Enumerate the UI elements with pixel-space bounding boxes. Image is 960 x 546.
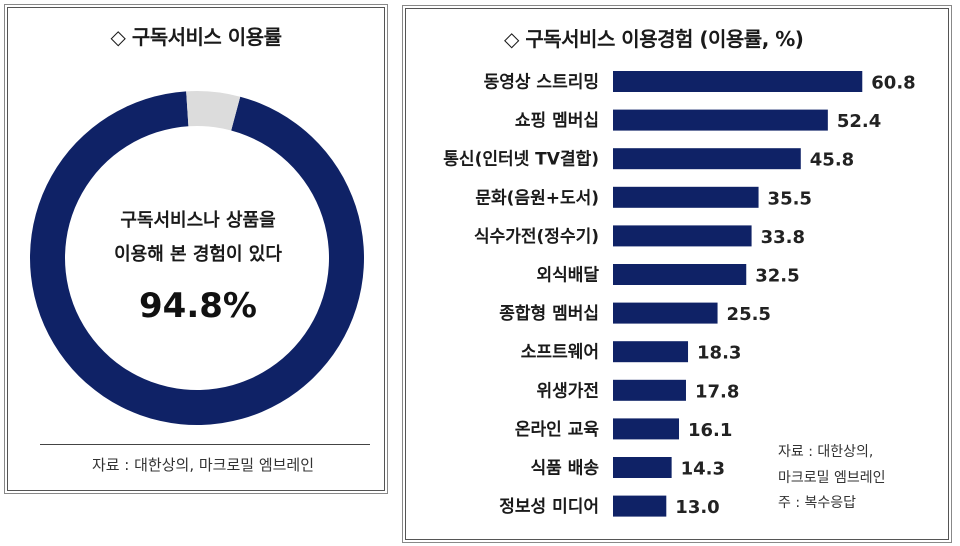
panel-title: ◇ 구독서비스 이용경험 (이용률, %) [504,27,804,51]
divider [40,444,370,445]
value-label: 33.8 [761,227,805,248]
category-label: 정보성 미디어 [499,497,599,517]
source-note: 자료 : 대한상의, 마크로밀 엠브레인 [91,456,315,474]
donut-chart [29,90,364,425]
bar [613,495,667,517]
category-label: 외식배달 [536,265,599,286]
bar [613,225,752,247]
value-label: 18.3 [697,343,741,364]
bar [613,302,718,324]
category-label: 위생가전 [536,381,599,401]
category-label: 식수가전(정수기) [474,227,599,247]
category-label: 문화(음원+도서) [475,188,599,208]
panel-title: ◇ 구독서비스 이용률 [110,25,282,49]
donut-center-value: 94.8% [139,286,257,326]
value-label: 16.1 [688,420,732,441]
bar [613,148,801,170]
bar [613,341,689,363]
category-label: 식품 배송 [531,459,600,479]
value-label: 32.5 [755,266,799,287]
donut-slice-remaining [186,90,241,131]
category-label: 통신(인터넷 TV결합) [443,149,599,170]
subscription-experience-panel: ◇ 구독서비스 이용경험 (이용률, %) 동영상 스트리밍 60.8 쇼핑 멤버십… [402,5,952,543]
value-label: 35.5 [768,188,812,209]
source-note-line1: 자료 : 대한상의, [778,444,874,460]
category-label: 소프트웨어 [521,343,599,363]
value-label: 14.3 [681,459,725,480]
value-label: 45.8 [810,150,854,171]
donut-center-label-line2: 이용해 본 경험이 있다 [114,244,282,265]
bar [613,264,747,285]
bar [613,379,686,401]
bar [613,418,680,440]
multiple-response-note: 주 : 복수응답 [778,495,857,511]
value-label: 52.4 [837,111,881,132]
donut-center-label-line1: 구독서비스나 상품을 [120,210,276,231]
bar [613,457,672,478]
category-label: 쇼핑 멤버십 [515,111,599,131]
value-label: 25.5 [727,304,771,325]
category-label: 동영상 스트리밍 [484,73,599,93]
subscription-usage-rate-panel: ◇ 구독서비스 이용률 구독서비스나 상품을 이용해 본 경험이 있다 94.8… [4,4,388,494]
bar [613,109,828,131]
category-label: 종합형 멤버십 [499,303,599,324]
source-note-line2: 마크로밀 엠브레인 [778,470,886,486]
category-label: 온라인 교육 [515,420,599,440]
bar-chart: 동영상 스트리밍 60.8 쇼핑 멤버십 52.4 통신(인터넷 TV결합) 45.8 문화… [443,71,916,518]
bar [613,71,863,92]
value-label: 60.8 [871,73,915,94]
bar [613,186,759,208]
value-label: 13.0 [675,497,719,518]
value-label: 17.8 [695,381,739,402]
